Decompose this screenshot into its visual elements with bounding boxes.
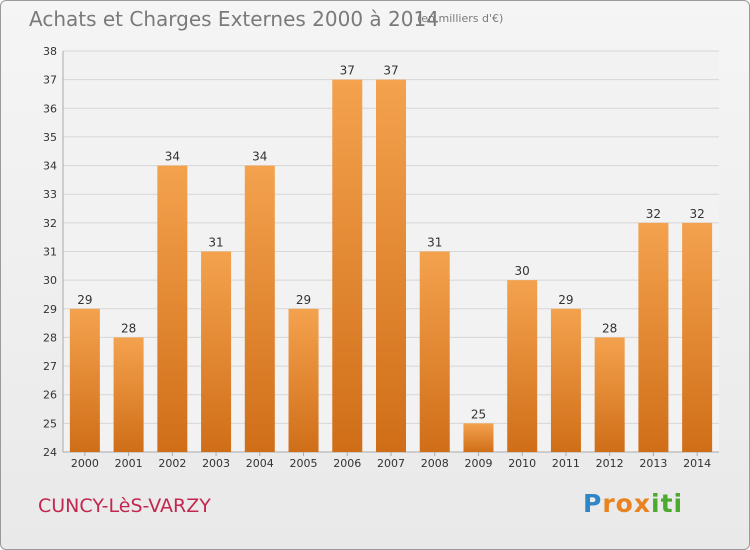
logo-letter: i: [673, 489, 684, 518]
y-tick-label: 24: [43, 446, 57, 459]
bars: [69, 79, 713, 453]
bar: [201, 251, 232, 452]
bar: [113, 337, 144, 452]
data-label: 31: [208, 236, 223, 250]
chart-title: Achats et Charges Externes 2000 à 2014: [29, 7, 439, 31]
logo-letter: o: [615, 489, 634, 518]
y-tick-label: 25: [43, 417, 57, 430]
x-axis-ticks: 2000 2001 2002 2003 2004 2005 2006 2007 2008 2009…: [71, 452, 711, 470]
x-tick-label: 2013: [639, 457, 667, 470]
bar: [332, 79, 363, 453]
data-label: 29: [296, 293, 311, 307]
data-label: 37: [340, 64, 355, 78]
x-tick-label: 2010: [508, 457, 536, 470]
data-labels: 29 28 34 31 34 29 37 37 31 25 30 29 28 32 32: [77, 64, 705, 422]
y-tick-label: 37: [43, 74, 57, 87]
x-tick-label: 2014: [683, 457, 711, 470]
bar: [550, 308, 581, 452]
bar: [376, 79, 406, 453]
y-tick-label: 27: [43, 360, 57, 373]
bar: [157, 165, 188, 453]
y-tick-label: 30: [43, 274, 57, 287]
y-tick-label: 33: [43, 188, 57, 201]
x-tick-label: 2011: [552, 457, 580, 470]
data-label: 29: [77, 293, 92, 307]
logo-letter: t: [660, 489, 674, 518]
data-label: 29: [558, 293, 573, 307]
y-axis-ticks: 24 25 26 27 28 29 30 31 32 33 34 35 36 37 38: [43, 45, 57, 459]
bar: [419, 251, 450, 452]
bar: [69, 308, 100, 452]
x-tick-label: 2003: [202, 457, 230, 470]
data-label: 34: [165, 150, 180, 164]
bar: [507, 280, 538, 452]
commune-name: CUNCY-LèS-VARZY: [38, 495, 211, 517]
bar: [638, 222, 669, 452]
data-label: 32: [646, 207, 661, 221]
y-tick-label: 26: [43, 389, 57, 402]
y-tick-label: 28: [43, 331, 57, 344]
x-tick-label: 2001: [115, 457, 143, 470]
bar: [244, 165, 275, 453]
bar: [463, 423, 494, 452]
y-tick-label: 35: [43, 131, 57, 144]
x-tick-label: 2002: [158, 457, 186, 470]
data-label: 30: [515, 264, 530, 278]
data-label: 31: [427, 236, 442, 250]
y-tick-label: 34: [43, 160, 57, 173]
data-label: 28: [121, 321, 136, 335]
x-tick-label: 2008: [421, 457, 449, 470]
x-tick-label: 2007: [377, 457, 405, 470]
x-tick-label: 2000: [71, 457, 99, 470]
x-tick-label: 2005: [290, 457, 318, 470]
logo-letter: i: [651, 489, 661, 518]
data-label: 25: [471, 407, 486, 421]
proxiti-logo: Proxiti: [583, 489, 683, 518]
x-tick-label: 2006: [333, 457, 361, 470]
x-tick-label: 2009: [464, 457, 492, 470]
y-tick-label: 31: [43, 246, 57, 259]
logo-letter: x: [633, 489, 651, 518]
x-tick-label: 2012: [596, 457, 624, 470]
y-tick-label: 38: [43, 45, 57, 58]
bar: [594, 337, 625, 452]
logo-letter: r: [602, 489, 616, 518]
data-label: 34: [252, 150, 267, 164]
data-label: 37: [383, 64, 398, 78]
logo-letter: P: [583, 489, 603, 518]
data-label: 32: [689, 207, 704, 221]
data-label: 28: [602, 321, 617, 335]
bar: [288, 308, 319, 452]
y-tick-label: 32: [43, 217, 57, 230]
bar: [682, 222, 713, 452]
chart-subtitle: (en milliers d'€): [417, 12, 504, 25]
x-tick-label: 2004: [246, 457, 274, 470]
y-tick-label: 36: [43, 102, 57, 115]
y-tick-label: 29: [43, 303, 57, 316]
